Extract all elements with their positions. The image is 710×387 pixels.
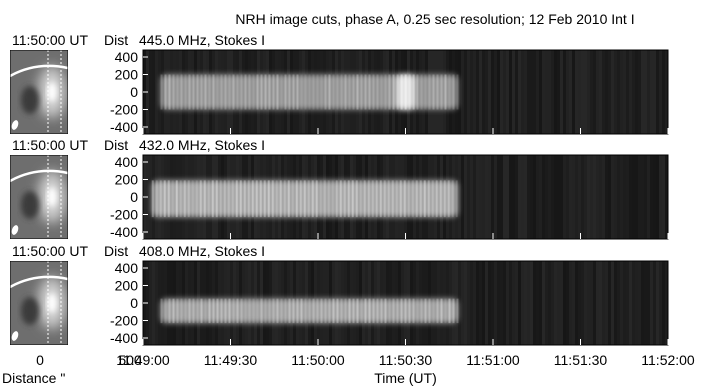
- frequency-label: 445.0 MHz, Stokes I: [139, 32, 265, 48]
- image-time-label: 11:50:00 UT: [12, 32, 88, 48]
- inset-x-axis-title: Distance ": [2, 370, 65, 386]
- y-tick-label: 0: [130, 295, 138, 311]
- x-tick-label: 11:49:30: [204, 352, 258, 368]
- dist-axis-label: Dist: [104, 243, 128, 259]
- heatmap: [143, 261, 668, 345]
- y-tick-label: 400: [115, 154, 139, 170]
- emission-band: [160, 298, 458, 324]
- x-tick-label: 11:51:30: [554, 352, 608, 368]
- y-tick-label: -200: [110, 102, 138, 118]
- inset-x-tick-label: 0: [36, 352, 44, 368]
- y-tick-label: -400: [110, 330, 138, 346]
- emission-band: [151, 180, 458, 218]
- y-tick-label: 200: [115, 172, 139, 188]
- inset-dark-region: [21, 191, 39, 219]
- emission-band: [160, 74, 458, 110]
- x-tick-label: 11:50:00: [291, 352, 345, 368]
- dist-axis-label: Dist: [104, 32, 128, 48]
- heatmap: [143, 155, 668, 239]
- inset-dark-region: [21, 86, 39, 114]
- inset-dark-region: [21, 297, 39, 325]
- x-tick-label: 11:50:30: [379, 352, 433, 368]
- y-tick-label: 400: [115, 49, 139, 65]
- frequency-label: 432.0 MHz, Stokes I: [139, 137, 265, 153]
- inset-x-tick-label: 500: [118, 352, 142, 368]
- y-tick-label: -400: [110, 224, 138, 240]
- image-time-label: 11:50:00 UT: [12, 137, 88, 153]
- y-tick-label: -400: [110, 119, 138, 135]
- y-tick-label: 400: [115, 260, 139, 276]
- x-tick-label: 11:49:00: [116, 352, 170, 368]
- y-tick-label: 0: [130, 189, 138, 205]
- x-tick-label: 11:52:00: [641, 352, 695, 368]
- y-tick-label: 200: [115, 67, 139, 83]
- inset-image: [10, 50, 68, 134]
- beam-ellipse: [11, 120, 19, 130]
- inset-source-core: [47, 293, 57, 313]
- image-time-label: 11:50:00 UT: [12, 243, 88, 259]
- limb-arc: [10, 169, 68, 183]
- y-tick-label: 0: [130, 84, 138, 100]
- limb-arc: [10, 275, 68, 289]
- beam-ellipse: [11, 331, 19, 341]
- limb-arc: [10, 64, 68, 78]
- frequency-label: 408.0 MHz, Stokes I: [139, 243, 265, 259]
- y-tick-label: -200: [110, 207, 138, 223]
- y-tick-label: -200: [110, 313, 138, 329]
- figure-title: NRH image cuts, phase A, 0.25 sec resolu…: [235, 11, 634, 27]
- x-axis-title: Time (UT): [374, 370, 436, 386]
- beam-ellipse: [11, 225, 19, 235]
- x-tick-label: 11:51:00: [466, 352, 520, 368]
- y-tick-label: 200: [115, 278, 139, 294]
- emission-band: [396, 74, 415, 110]
- inset-source-core: [47, 82, 57, 102]
- inset-image: [10, 155, 68, 239]
- panels: 11:50:00 UT Dist 445.0 MHz, Stokes I400200…: [2, 32, 695, 386]
- dist-axis-label: Dist: [104, 137, 128, 153]
- heatmap: [143, 50, 668, 134]
- inset-source-core: [47, 187, 57, 207]
- inset-image: [10, 261, 68, 345]
